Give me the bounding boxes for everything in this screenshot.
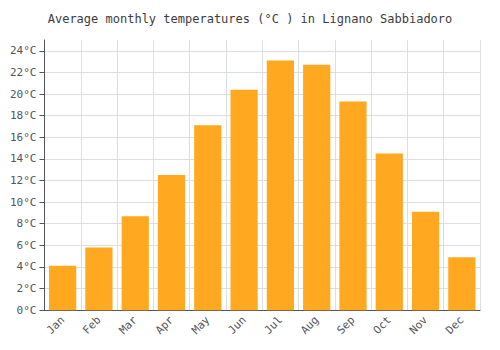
svg-text:Mar: Mar: [117, 313, 140, 336]
svg-text:May: May: [189, 313, 212, 336]
svg-text:2°C: 2°C: [17, 282, 37, 295]
svg-text:Sep: Sep: [334, 314, 357, 337]
svg-text:Jun: Jun: [225, 314, 248, 337]
svg-text:0°C: 0°C: [17, 304, 37, 317]
svg-text:Feb: Feb: [80, 314, 103, 337]
svg-text:22°C: 22°C: [10, 66, 37, 79]
svg-text:20°C: 20°C: [10, 88, 37, 101]
svg-text:8°C: 8°C: [17, 217, 37, 230]
svg-text:12°C: 12°C: [10, 174, 37, 187]
svg-text:Apr: Apr: [153, 313, 176, 336]
svg-text:Nov: Nov: [407, 313, 430, 336]
svg-text:Oct: Oct: [371, 314, 394, 337]
svg-text:Average monthly temperatures (: Average monthly temperatures (°C ) in Li…: [48, 12, 453, 26]
svg-text:18°C: 18°C: [10, 109, 37, 122]
svg-text:14°C: 14°C: [10, 152, 37, 165]
svg-text:4°C: 4°C: [17, 260, 37, 273]
svg-text:6°C: 6°C: [17, 239, 37, 252]
svg-text:24°C: 24°C: [10, 44, 37, 57]
svg-text:Aug: Aug: [298, 314, 321, 337]
svg-text:Jan: Jan: [44, 314, 67, 337]
svg-text:16°C: 16°C: [10, 131, 37, 144]
svg-text:Dec: Dec: [443, 314, 466, 337]
svg-text:Jul: Jul: [262, 314, 285, 337]
svg-text:10°C: 10°C: [10, 196, 37, 209]
